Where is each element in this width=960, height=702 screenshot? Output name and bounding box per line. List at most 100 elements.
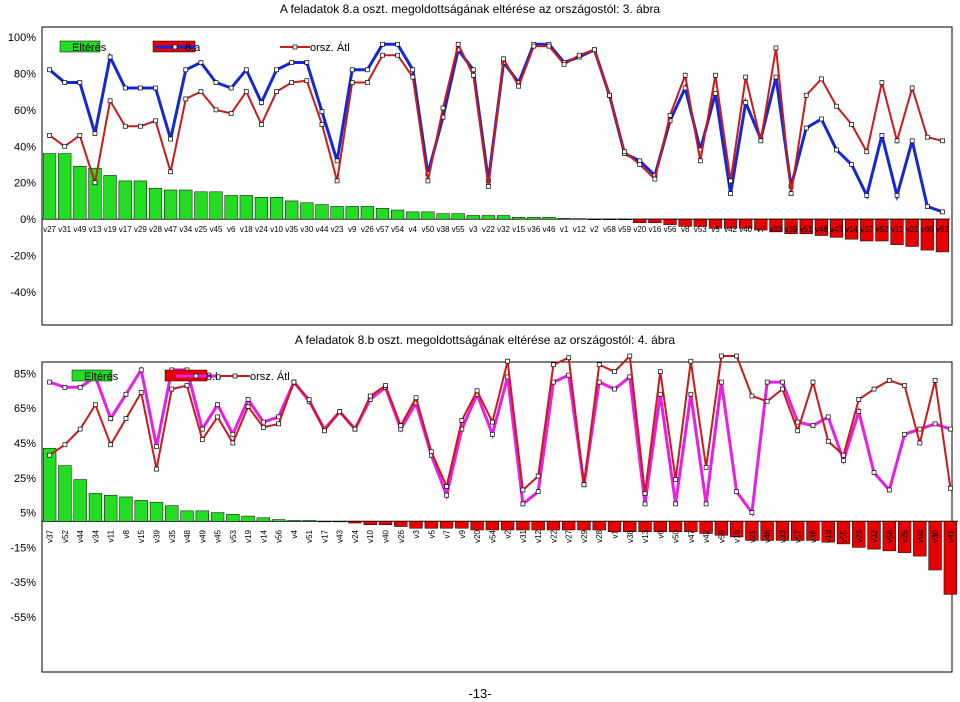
series-point xyxy=(319,122,325,127)
series-point xyxy=(47,133,52,138)
series-point xyxy=(306,397,312,402)
category-label: v38 xyxy=(626,529,635,542)
series-point xyxy=(841,458,846,463)
category-label: v23 xyxy=(855,529,864,542)
series-point xyxy=(274,67,279,73)
category-label: v44 xyxy=(76,529,85,542)
series-point xyxy=(215,402,220,408)
series-point xyxy=(108,416,114,421)
category-label: v22 xyxy=(482,225,495,234)
category-label: v25 xyxy=(901,529,910,542)
bar-v25 xyxy=(194,191,208,220)
series-point xyxy=(122,85,128,91)
y-tick-label: 20% xyxy=(14,178,36,190)
bar-v19 xyxy=(241,515,255,522)
category-label: v14 xyxy=(259,529,268,542)
series-point xyxy=(245,397,251,402)
category-label: v22 xyxy=(549,529,558,542)
legend-label-class: 8.b xyxy=(206,371,221,383)
series-point xyxy=(349,67,355,73)
bar-v27 xyxy=(562,521,576,531)
series-point xyxy=(773,45,779,51)
legend-swatch-diff-pos xyxy=(59,40,101,53)
series-point xyxy=(810,379,816,385)
series-point xyxy=(879,133,885,138)
series-point xyxy=(864,149,870,155)
series-line-national xyxy=(49,353,952,494)
legend-marker-national xyxy=(292,44,298,50)
bar-v41 xyxy=(943,521,958,595)
category-label: v54 xyxy=(391,225,404,234)
bar-v34 xyxy=(88,493,103,522)
series-point xyxy=(459,418,465,423)
series-point xyxy=(349,80,355,85)
category-label: v16 xyxy=(648,225,661,234)
bar-v7 xyxy=(439,521,454,529)
series-point xyxy=(871,470,877,475)
series-point xyxy=(886,378,892,383)
series-point xyxy=(612,369,617,375)
legend-marker-national xyxy=(232,373,238,379)
bar-v33 xyxy=(769,218,783,233)
series-point xyxy=(902,383,907,388)
series-point xyxy=(535,473,541,479)
series-point xyxy=(213,80,219,85)
page-number: -13- xyxy=(468,686,491,701)
category-label: v42 xyxy=(724,225,737,234)
category-label: v6 xyxy=(656,529,665,538)
y-tick-label: -15% xyxy=(10,542,36,554)
legend-label-national: orsz. Átl xyxy=(310,41,350,54)
category-label: v41 xyxy=(946,529,955,542)
category-label: v60 xyxy=(916,529,925,542)
bar-v39 xyxy=(784,218,798,234)
bar-v46 xyxy=(760,521,774,541)
series-point xyxy=(803,125,809,131)
category-label: v4 xyxy=(290,529,299,538)
category-label: v35 xyxy=(168,529,177,542)
series-point xyxy=(413,395,419,401)
series-point xyxy=(758,138,764,144)
series-point xyxy=(940,209,945,215)
series-point xyxy=(764,379,770,385)
legend: Eltérés 8.a orsz. Átl xyxy=(59,40,350,54)
series-point xyxy=(215,414,220,420)
category-label: v14 xyxy=(845,225,858,234)
category-label: v27 xyxy=(43,225,56,234)
series-point xyxy=(168,136,173,142)
series-point xyxy=(380,52,385,58)
plot-frame xyxy=(41,26,953,326)
series-point xyxy=(319,109,325,115)
series-point xyxy=(486,184,491,189)
bar-v31 xyxy=(516,521,530,531)
bar-v46 xyxy=(542,217,556,220)
bar-v56 xyxy=(271,519,286,522)
bar-v43 xyxy=(829,218,844,238)
series-point xyxy=(917,426,923,432)
y-tick-label: -35% xyxy=(10,577,36,589)
y-tick-label: 0% xyxy=(20,214,36,226)
category-label: v18 xyxy=(240,225,253,234)
bar-v57 xyxy=(791,521,805,541)
category-label: v6 xyxy=(227,225,236,234)
series-point xyxy=(154,444,159,449)
category-label: v42 xyxy=(702,529,711,542)
category-label: v49 xyxy=(198,529,207,542)
bar-v10 xyxy=(363,521,377,526)
bar-v6 xyxy=(224,195,238,220)
series-point xyxy=(520,501,526,507)
series-point xyxy=(948,485,953,491)
y-tick-label: -40% xyxy=(10,287,36,299)
bar-v8 xyxy=(678,218,692,227)
category-label: v43 xyxy=(336,529,345,542)
category-label: v51 xyxy=(800,225,813,234)
series-point xyxy=(948,426,953,432)
bar-v48 xyxy=(814,218,828,236)
series-point xyxy=(810,423,816,428)
series-point xyxy=(168,169,173,175)
series-point xyxy=(334,158,340,164)
bar-v20 xyxy=(633,218,647,224)
series-point xyxy=(428,449,434,455)
category-label: v9 xyxy=(458,529,467,538)
category-label: v51 xyxy=(305,529,314,542)
